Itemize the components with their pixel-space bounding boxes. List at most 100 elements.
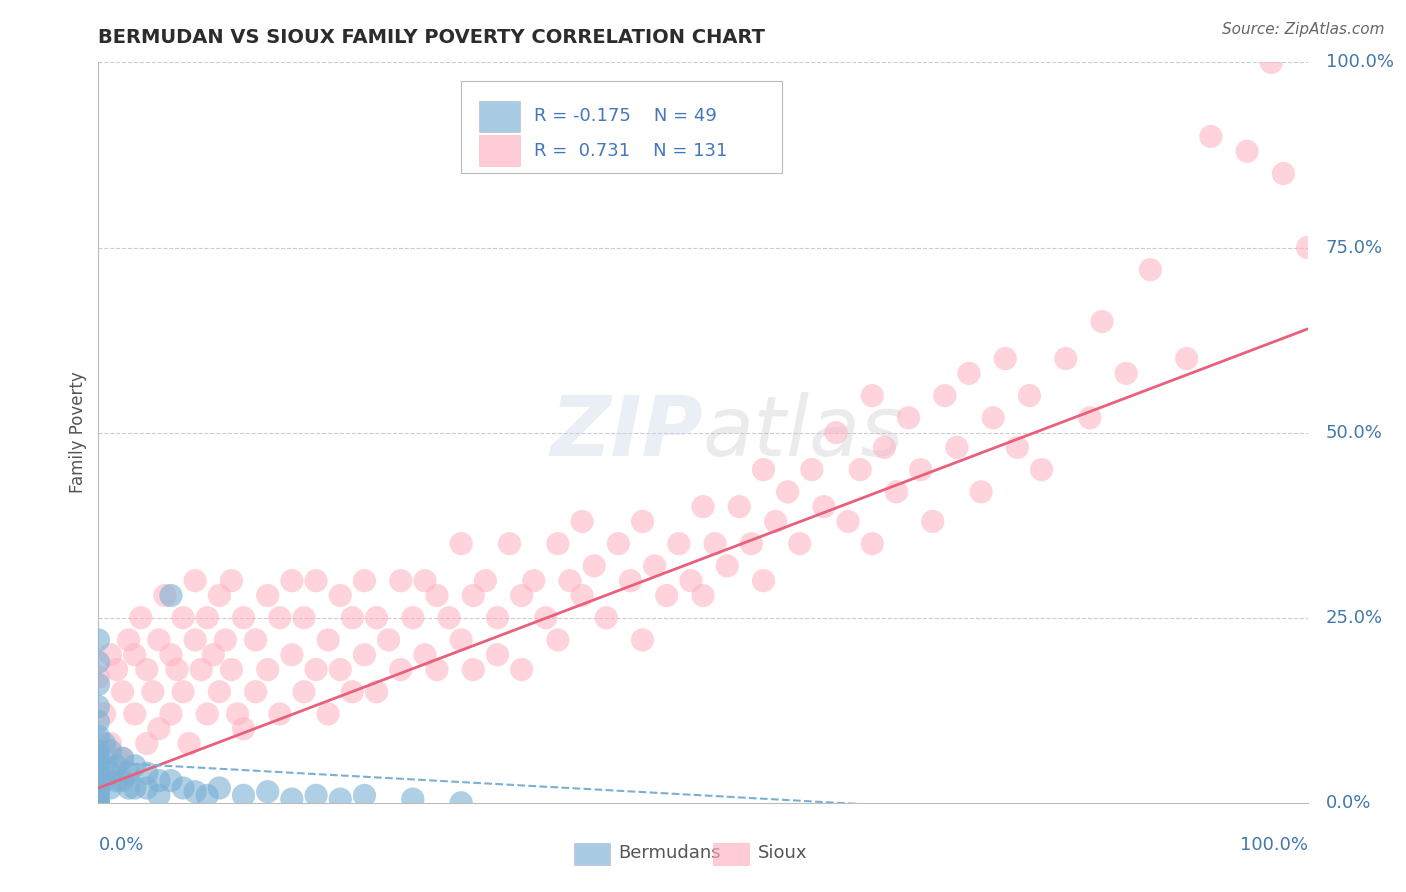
Point [118,766,141,780]
Text: R = -0.175    N = 49: R = -0.175 N = 49 [534,108,717,126]
Point [87,729,110,743]
Point [1007,441,1029,455]
Point [934,388,956,402]
Point [1260,55,1282,70]
Point [184,632,207,647]
Text: 25.0%: 25.0% [1326,608,1384,627]
Point [849,462,872,476]
Point [256,663,278,677]
Point [100,648,122,662]
Point [426,663,449,677]
Point [619,574,641,588]
Point [463,589,485,603]
Point [87,632,110,647]
Text: R =  0.731    N = 131: R = 0.731 N = 131 [534,142,727,160]
Point [124,706,146,721]
Point [897,410,920,425]
Point [1115,367,1137,381]
Point [87,796,110,810]
Point [179,737,201,751]
Point [87,744,110,758]
Point [377,632,399,647]
Point [1199,129,1222,144]
Point [160,648,183,662]
Point [118,632,141,647]
Point [426,589,449,603]
Point [1018,388,1040,402]
Point [148,722,170,736]
Point [389,574,412,588]
Point [208,589,231,603]
Point [402,792,425,806]
Point [111,751,134,765]
Point [281,574,304,588]
Point [292,610,315,624]
FancyBboxPatch shape [479,101,520,132]
Point [93,758,115,772]
Text: atlas: atlas [703,392,904,473]
Point [921,515,943,529]
Point [184,785,207,799]
Point [87,789,110,803]
Point [860,388,883,402]
Point [728,500,751,514]
Point [1175,351,1198,366]
Point [184,574,207,588]
Point [221,574,243,588]
Point [450,796,472,810]
Point [148,632,170,647]
Point [474,574,496,588]
Text: 0.0%: 0.0% [98,836,143,855]
Point [366,610,388,624]
Point [353,648,375,662]
Point [87,773,110,788]
FancyBboxPatch shape [461,81,782,173]
Text: 100.0%: 100.0% [1240,836,1308,855]
Point [87,677,110,691]
Point [269,706,291,721]
Point [1272,166,1295,180]
Point [245,685,267,699]
Point [510,589,533,603]
Point [389,663,412,677]
Point [87,751,110,765]
Text: Bermudans: Bermudans [619,844,721,863]
Point [135,780,157,795]
Point [800,462,823,476]
Point [105,773,128,788]
Point [281,648,304,662]
Point [148,773,170,788]
Point [752,462,775,476]
Point [655,589,678,603]
Point [124,758,146,772]
Point [981,410,1004,425]
Point [353,789,375,803]
Point [413,648,436,662]
Point [716,558,738,573]
Point [87,792,110,806]
Point [837,515,859,529]
Point [510,663,533,677]
Point [860,536,883,550]
Point [957,367,980,381]
Point [970,484,993,499]
Point [873,441,896,455]
Point [305,663,328,677]
Point [329,792,352,806]
Point [232,610,254,624]
Point [450,536,472,550]
Point [765,515,787,529]
Point [129,610,152,624]
Point [946,441,969,455]
Point [160,589,183,603]
FancyBboxPatch shape [574,843,610,865]
Point [166,663,188,677]
Point [450,632,472,647]
Point [135,663,157,677]
Point [486,610,509,624]
Point [534,610,557,624]
Point [607,536,630,550]
Point [232,722,254,736]
Point [93,773,115,788]
Point [135,766,157,780]
